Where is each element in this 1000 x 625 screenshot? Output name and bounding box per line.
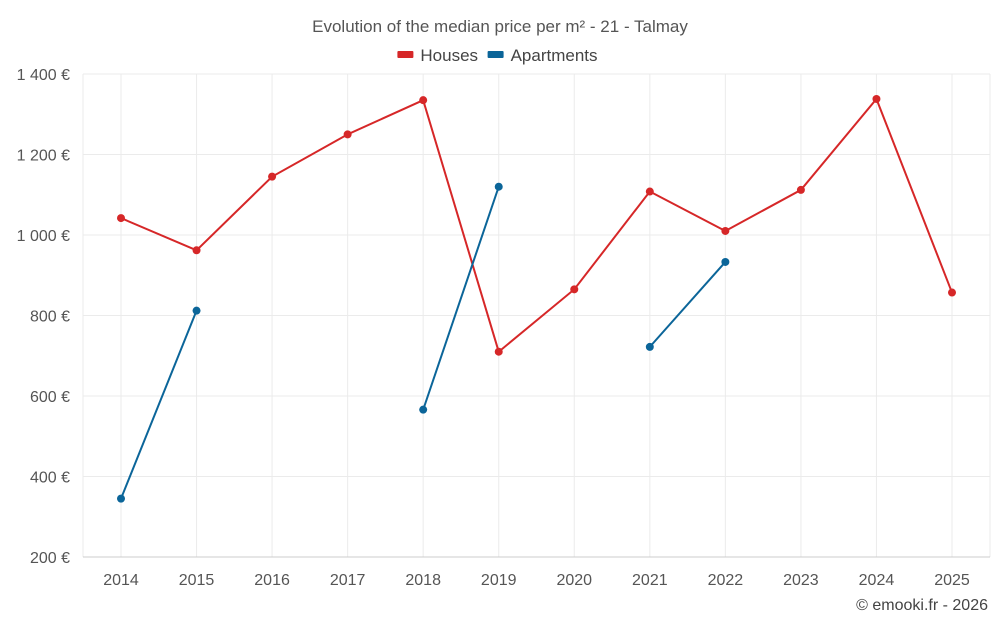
- series-houses: [117, 94, 956, 356]
- data-point-houses-2025[interactable]: [948, 288, 956, 297]
- x-tick-label: 2024: [859, 572, 895, 589]
- x-tick-label: 2016: [254, 572, 290, 589]
- x-tick-label: 2019: [481, 572, 517, 589]
- x-tick-label: 2022: [708, 572, 744, 589]
- credit-text: © emooki.fr - 2026: [856, 597, 988, 614]
- x-tick-label: 2023: [783, 572, 819, 589]
- data-point-apartments-2021[interactable]: [645, 342, 654, 351]
- data-point-apartments-2015[interactable]: [192, 306, 201, 315]
- x-tick-label: 2025: [934, 572, 970, 589]
- y-tick-label: 800 €: [30, 309, 70, 326]
- data-point-houses-2020[interactable]: [570, 285, 579, 294]
- y-tick-label: 1 000 €: [17, 228, 70, 245]
- series-layer: [117, 94, 956, 503]
- grid: [82, 73, 991, 557]
- y-tick-label: 200 €: [30, 550, 70, 567]
- legend-swatch: [397, 51, 414, 58]
- data-point-houses-2021[interactable]: [645, 187, 654, 196]
- x-tick-label: 2020: [556, 572, 592, 589]
- series-apartments: [117, 182, 730, 503]
- data-point-houses-2018[interactable]: [419, 96, 428, 105]
- data-point-apartments-2018[interactable]: [419, 405, 428, 414]
- data-point-houses-2016[interactable]: [268, 172, 277, 181]
- data-point-houses-2022[interactable]: [721, 226, 730, 235]
- x-tick-label: 2021: [632, 572, 668, 589]
- legend-item-apartments[interactable]: Apartments: [487, 46, 598, 65]
- x-tick-label: 2014: [103, 572, 139, 589]
- chart-title: Evolution of the median price per m² - 2…: [312, 17, 688, 36]
- y-tick-label: 1 400 €: [17, 67, 70, 84]
- data-point-houses-2017[interactable]: [343, 130, 352, 139]
- legend-label: Houses: [420, 46, 478, 65]
- x-tick-label: 2017: [330, 572, 366, 589]
- y-tick-label: 400 €: [30, 470, 70, 487]
- x-tick-label: 2015: [179, 572, 215, 589]
- y-tick-label: 600 €: [30, 389, 70, 406]
- data-point-apartments-2022[interactable]: [721, 257, 730, 266]
- legend-item-houses[interactable]: Houses: [397, 46, 478, 65]
- legend: Houses Apartments: [397, 46, 598, 65]
- data-point-houses-2015[interactable]: [192, 246, 201, 255]
- y-tick-label: 1 200 €: [17, 148, 70, 165]
- legend-swatch: [487, 51, 504, 58]
- series-line-apartments: [120, 310, 198, 500]
- series-line-apartments: [422, 186, 500, 411]
- data-point-houses-2014[interactable]: [117, 214, 125, 223]
- x-tick-label: 2018: [405, 572, 441, 589]
- data-point-houses-2023[interactable]: [796, 185, 805, 194]
- data-point-houses-2019[interactable]: [494, 347, 503, 356]
- data-point-apartments-2014[interactable]: [117, 494, 125, 503]
- data-point-houses-2024[interactable]: [872, 94, 881, 103]
- legend-label: Apartments: [511, 46, 598, 65]
- data-point-apartments-2019[interactable]: [494, 182, 503, 191]
- series-line-houses: [120, 97, 953, 354]
- axes: 200 € 400 € 600 € 800 € 1 000 € 1 200 € 1 400 …: [17, 67, 990, 589]
- series-line-apartments: [649, 261, 727, 348]
